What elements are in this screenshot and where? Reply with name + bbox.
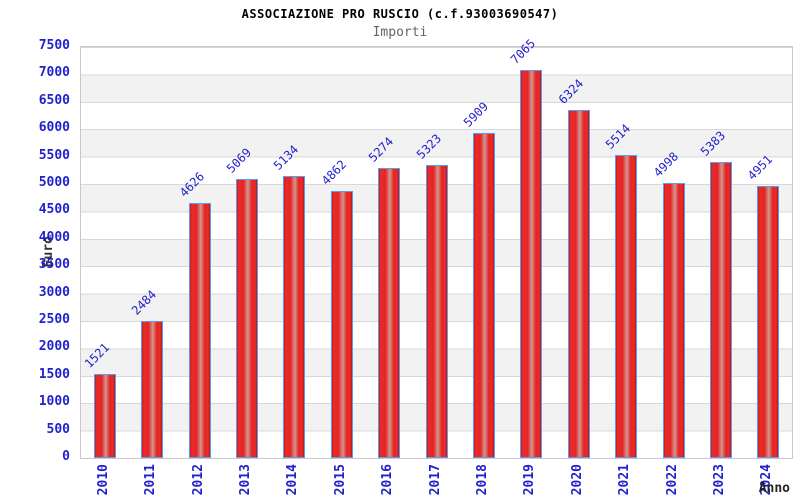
y-tick-label: 3500: [38, 257, 70, 273]
chart-title: ASSOCIAZIONE PRO RUSCIO (c.f.93003690547…: [241, 7, 559, 21]
x-tick-label: 2023: [712, 464, 727, 496]
x-tick-label: 2013: [238, 464, 253, 496]
bar: [283, 176, 305, 458]
bar-value-label: 5909: [460, 99, 492, 130]
x-tick-label: 2019: [522, 464, 537, 496]
bar-value-label: 5323: [413, 131, 445, 162]
bar-value-label: 5514: [602, 121, 634, 152]
bar-value-label: 4951: [744, 152, 776, 183]
bar-value-label: 4862: [318, 157, 350, 188]
x-tick-label: 2012: [191, 464, 206, 496]
bar-value-label: 6324: [555, 76, 587, 107]
y-tick-label: 3000: [38, 284, 70, 300]
x-tick-label: 2015: [333, 464, 348, 496]
bar: [568, 110, 590, 458]
bar: [473, 133, 495, 458]
x-tick-label: 2020: [570, 464, 585, 496]
bar-value-label: 2484: [128, 287, 160, 318]
x-tick-label: 2011: [143, 464, 158, 496]
x-axis-title: Anno: [758, 481, 790, 496]
bar: [710, 162, 732, 458]
bar: [378, 168, 400, 458]
y-tick-label: 5000: [38, 175, 70, 190]
y-tick-label: 0: [62, 449, 70, 464]
bar: [426, 165, 448, 458]
bar: [236, 179, 258, 458]
y-tick-label: 7500: [38, 38, 70, 53]
x-tick-label: 2010: [96, 464, 111, 496]
x-tick-label: 2018: [475, 464, 490, 496]
bar: [189, 203, 211, 458]
bar-value-label: 4626: [176, 169, 208, 200]
x-tick-label: 2022: [665, 464, 680, 496]
bar: [663, 183, 685, 458]
bar-value-label: 7065: [507, 36, 539, 67]
x-tick-label: 2014: [285, 464, 300, 496]
plot-area: 1521 2484 4626 5069 5134 4862 5274 5323 5909 7065…: [80, 36, 793, 459]
chart-subtitle: Importi: [372, 25, 428, 40]
bar: [757, 186, 779, 458]
bar: [141, 321, 163, 458]
bar-value-label: 5383: [697, 128, 729, 159]
y-tick-label: 500: [46, 421, 70, 437]
bar-value-label: 5274: [365, 134, 397, 165]
y-tick-label: 2500: [38, 312, 70, 327]
x-tick-label: 2016: [380, 464, 395, 496]
x-tick-label: 2021: [617, 464, 632, 496]
bar-value-label: 4998: [650, 149, 682, 180]
y-tick-label: 5500: [38, 147, 70, 163]
y-tick-label: 4500: [38, 202, 70, 218]
bar: [331, 191, 353, 458]
bar: [520, 70, 542, 458]
y-tick-label: 6000: [38, 120, 70, 136]
bar-value-label: 5134: [270, 142, 302, 173]
bar-value-label: 5069: [223, 145, 255, 176]
bar-value-label: 1521: [81, 340, 113, 371]
y-tick-label: 1500: [38, 366, 70, 382]
x-tick-label: 2017: [428, 464, 443, 496]
bar: [94, 374, 116, 458]
y-tick-label: 6500: [38, 92, 70, 108]
y-tick-label: 4000: [38, 229, 70, 245]
y-tick-label: 2000: [38, 339, 70, 355]
y-tick-label: 7000: [38, 65, 70, 81]
bar: [615, 155, 637, 458]
y-tick-label: 1000: [38, 394, 70, 410]
